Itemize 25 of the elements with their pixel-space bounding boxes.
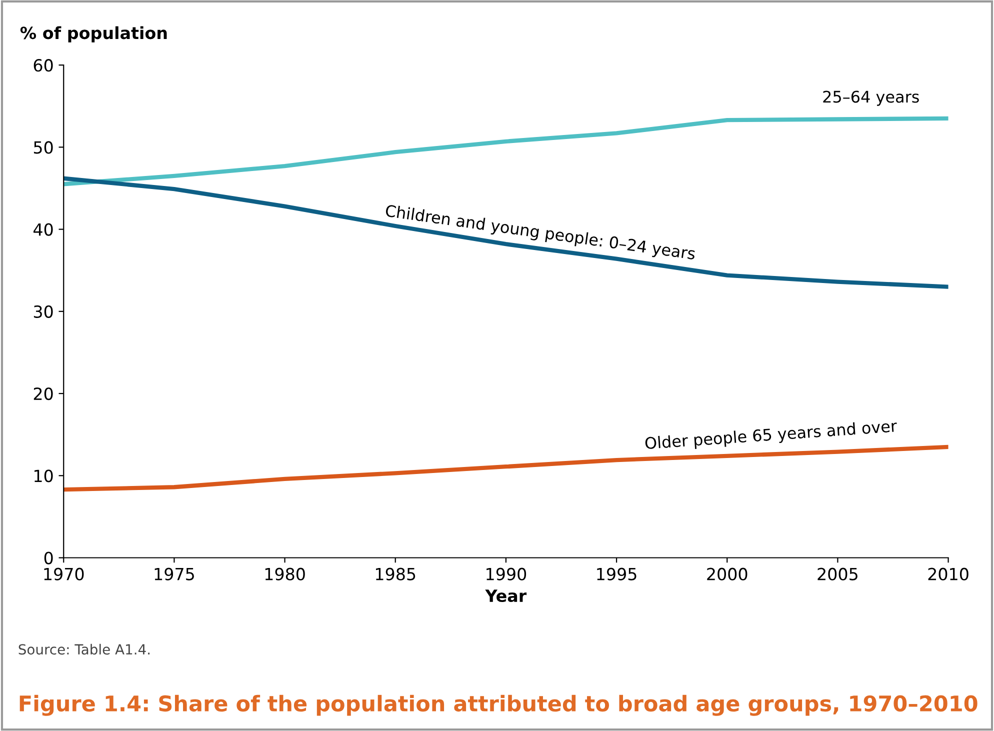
x-tick-label: 1970 bbox=[44, 568, 84, 580]
x-axis-title: Year bbox=[485, 590, 527, 602]
x-tick-label: 1985 bbox=[376, 568, 416, 580]
x-tick-label: 1975 bbox=[154, 568, 194, 580]
text: Children and young people: 0–24 years bbox=[384, 204, 696, 263]
y-tick-label: 60 bbox=[34, 59, 53, 72]
x-tick-label: 1990 bbox=[486, 568, 526, 580]
y-tick-label: 50 bbox=[34, 141, 53, 154]
y-tick-label: 10 bbox=[34, 470, 53, 482]
x-tick-label: 2010 bbox=[928, 568, 968, 580]
text: Figure 1.4: Share of the population attributed to broad age groups, 1970–2010 bbox=[20, 694, 978, 716]
y-axis-title: % of population bbox=[20, 26, 167, 42]
series-label: 25–64 years bbox=[823, 90, 919, 106]
series-label: Older people 65 years and over bbox=[644, 419, 898, 452]
y-tick-label: 20 bbox=[34, 387, 53, 400]
source-note: Source: Table A1.4. bbox=[18, 644, 150, 655]
x-tick-label: 1980 bbox=[265, 568, 305, 580]
x-tick-label: 1995 bbox=[597, 568, 636, 580]
y-tick-label: 40 bbox=[34, 223, 53, 236]
line-series bbox=[64, 116, 948, 186]
line-series bbox=[64, 176, 948, 289]
x-tick-label: 2000 bbox=[707, 568, 748, 580]
y-tick-label: 30 bbox=[34, 305, 53, 318]
x-tick-label: 2005 bbox=[818, 568, 858, 580]
y-tick-label: 0 bbox=[44, 552, 53, 564]
